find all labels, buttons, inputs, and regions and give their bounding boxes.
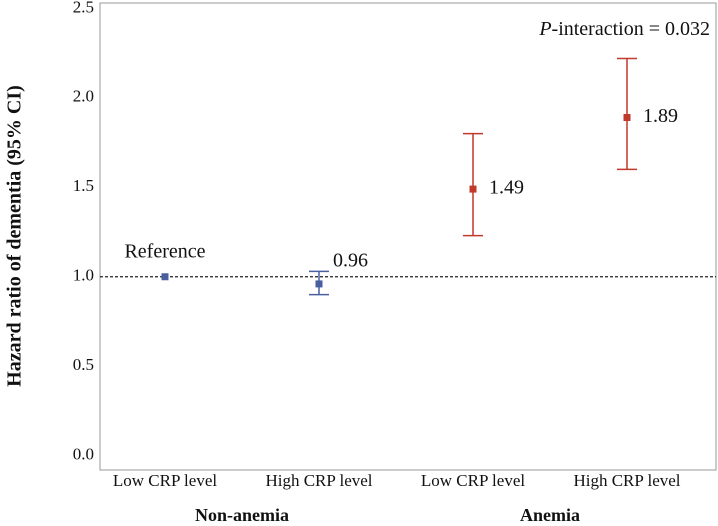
annotation-italic: P	[538, 18, 551, 40]
x-tick-label: High CRP level	[573, 471, 680, 490]
point	[623, 114, 631, 122]
x-tick-label: Low CRP level	[113, 471, 217, 490]
y-axis-label: Hazard ratio of dementia (95% CI)	[4, 85, 26, 387]
value-label: 1.89	[643, 105, 678, 127]
y-tick-label: 1.0	[73, 266, 94, 285]
y-tick-label: 0.5	[73, 355, 94, 374]
group-label: Anemia	[520, 505, 580, 525]
y-tick-label: 2.5	[73, 0, 94, 16]
plot-frame	[99, 2, 717, 471]
point	[469, 185, 477, 193]
group-label: Non-anemia	[195, 505, 289, 525]
point	[315, 280, 323, 288]
value-label: 1.49	[489, 177, 524, 199]
value-label: Reference	[124, 240, 205, 262]
y-tick-label: 0.0	[73, 445, 94, 464]
annotation: P-interaction = 0.032	[538, 18, 710, 40]
annotation-text: -interaction = 0.032	[552, 18, 710, 40]
y-tick-label: 2.0	[73, 87, 94, 106]
value-label: 0.96	[333, 250, 368, 272]
y-tick-label: 1.5	[73, 176, 94, 195]
x-tick-label: Low CRP level	[421, 471, 525, 490]
point	[161, 273, 169, 281]
x-tick-label: High CRP level	[265, 471, 372, 490]
